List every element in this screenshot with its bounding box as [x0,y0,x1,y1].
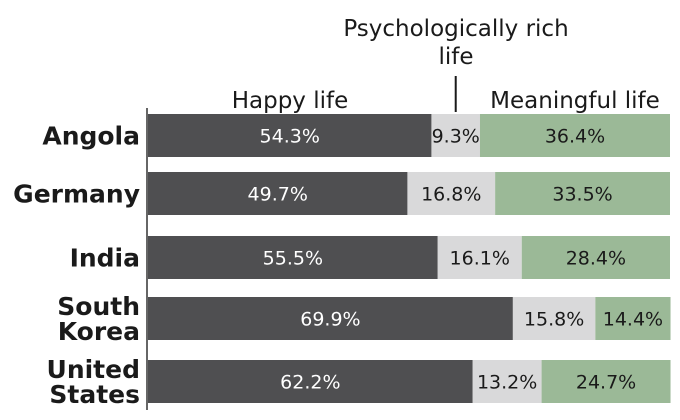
data-label-2-0: 36.4% [545,126,605,148]
bar-segment-2-2 [521,236,670,279]
bar-segment-2-0 [479,114,670,157]
category-label-3-0: South [57,292,140,321]
bar-segment-0-4 [148,360,473,403]
bar-segment-0-1 [148,172,408,215]
bar-segment-2-3 [595,297,671,340]
bar-segment-2-1 [495,172,670,215]
bar-segment-1-0 [431,114,480,157]
data-label-2-3: 14.4% [603,309,663,331]
bar-segment-1-3 [512,297,596,340]
data-label-1-3: 15.8% [524,309,584,331]
bar-segment-1-2 [437,236,522,279]
data-label-2-4: 24.7% [576,372,636,394]
data-label-1-1: 16.8% [421,184,481,206]
bar-segment-0-0 [148,114,432,157]
bar-segment-0-3 [148,297,513,340]
category-label-1-0: Germany [13,180,140,209]
bar-segment-0-2 [148,236,438,279]
data-label-1-4: 13.2% [477,372,537,394]
category-label-3-1: Korea [58,317,140,346]
bars: 54.3% 9.3% 36.4% 49.7% 16.8% 33.5% 55.5% 16.1% 2… [148,114,671,403]
legend-label-psych-0: Psychologically rich [343,16,568,42]
legend-label-psych-1: life [438,44,473,70]
category-label-0-0: Angola [42,122,140,151]
bar-segment-1-1 [407,172,496,215]
data-label-2-1: 33.5% [552,184,612,206]
bar-segment-1-4 [472,360,542,403]
data-label-1-2: 16.1% [450,248,510,270]
data-label-0-2: 55.5% [263,248,323,270]
legend-label-happy: Happy life [232,88,349,114]
category-label-2-0: India [70,244,140,273]
data-label-0-4: 62.2% [280,372,340,394]
category-label-4-0: United [47,355,140,384]
bar-segment-2-4 [541,360,671,403]
legend-label-meaningful: Meaningful life [490,88,660,114]
data-label-0-0: 54.3% [260,126,320,148]
data-label-2-2: 28.4% [566,248,626,270]
data-label-0-3: 69.9% [300,309,360,331]
data-label-0-1: 49.7% [248,184,308,206]
data-label-1-0: 9.3% [432,126,480,148]
category-label-4-1: States [49,380,140,409]
